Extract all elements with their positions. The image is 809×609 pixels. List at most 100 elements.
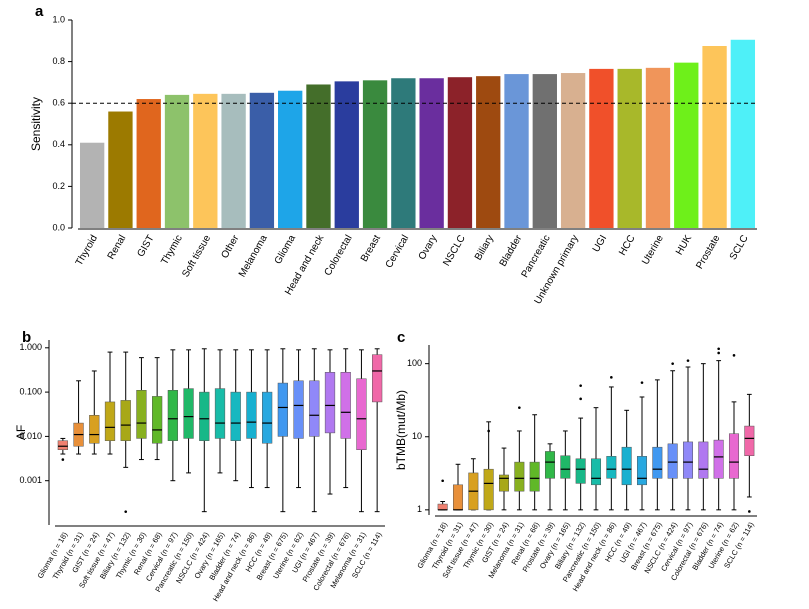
box (246, 391, 257, 439)
outlier (579, 397, 582, 401)
panel-label: a (35, 3, 44, 20)
box (309, 380, 320, 437)
bar (362, 80, 388, 228)
box (728, 433, 740, 479)
box (277, 382, 288, 437)
bar (221, 93, 246, 228)
outlier (732, 354, 736, 357)
box (698, 441, 709, 479)
x-tick-label: HCC (617, 233, 637, 257)
box (713, 439, 724, 479)
bar (249, 92, 275, 228)
box (452, 484, 464, 511)
x-tick-label: Melanoma (237, 233, 270, 279)
y-tick-label: 0.6 (52, 98, 65, 108)
box (324, 372, 336, 434)
x-tick-label: UGI (591, 233, 609, 254)
outlier (518, 406, 521, 409)
y-tick-label: 0.001 (19, 475, 42, 485)
panel-label: c (397, 329, 405, 346)
box (262, 391, 273, 444)
outlier (61, 458, 65, 461)
y-tick-label: 1.000 (19, 342, 42, 352)
box (514, 461, 525, 492)
y-tick-label: 0.010 (19, 431, 42, 441)
box (293, 380, 304, 439)
box (356, 378, 367, 450)
box (744, 425, 755, 456)
y-axis-title: AF (14, 425, 28, 440)
y-tick-label: 100 (407, 358, 422, 368)
box (152, 396, 163, 444)
box (167, 390, 178, 441)
y-axis-title: Sensitivity (29, 97, 43, 151)
bar (278, 90, 303, 228)
box (483, 468, 494, 511)
x-tick-label: Ovary (417, 233, 440, 262)
bar (617, 68, 642, 228)
box (437, 503, 448, 511)
bar (674, 62, 699, 228)
bar (645, 67, 671, 228)
bar (589, 68, 614, 228)
bar (702, 46, 727, 228)
box (560, 455, 571, 479)
bar (306, 84, 331, 228)
bar (532, 74, 557, 228)
y-tick-label: 0.4 (52, 139, 65, 149)
x-tick-label: Breast (359, 233, 383, 264)
x-tick-label: Prostate (694, 233, 722, 271)
box (652, 446, 663, 479)
bar (334, 81, 359, 228)
x-tick-label: Thyroid (74, 233, 100, 267)
y-tick-label: 0.2 (52, 181, 65, 191)
box (183, 388, 194, 439)
x-tick-label: SCLC (728, 233, 751, 262)
x-tick-label: Soft tissue (180, 233, 213, 279)
box (372, 354, 383, 403)
bar (108, 111, 133, 228)
x-tick-label: Bladder (498, 233, 525, 269)
x-tick-label: HUK (674, 233, 694, 257)
box (136, 390, 147, 439)
bar (476, 76, 501, 228)
box (621, 446, 632, 486)
outlier (717, 351, 720, 355)
box (89, 415, 100, 444)
outlier (748, 510, 751, 513)
x-tick-label: Glioma (273, 233, 299, 266)
y-tick-label: 0.8 (52, 56, 65, 66)
box (544, 451, 556, 479)
y-tick-label: 1 (417, 504, 422, 514)
bar (391, 78, 416, 229)
x-tick-label: Renal (106, 233, 129, 261)
x-tick-label: Cervical (384, 233, 412, 270)
bar (447, 77, 473, 228)
x-tick-label: Colorectal (323, 233, 355, 277)
box (214, 388, 226, 439)
bar (419, 78, 444, 229)
bar (164, 94, 190, 228)
x-tick-label: NSCLC (441, 233, 467, 268)
outlier (124, 510, 128, 513)
y-tick-label: 10 (412, 431, 422, 441)
box (104, 401, 116, 441)
panel-label: b (22, 329, 31, 346)
outlier (441, 479, 444, 483)
box (498, 474, 510, 492)
bar (560, 73, 586, 228)
box (529, 461, 540, 492)
y-tick-label: 1.0 (52, 14, 65, 24)
box (667, 443, 678, 479)
box (606, 456, 617, 479)
x-tick-label: Biliary (473, 233, 496, 262)
x-tick-label: Thymic (159, 233, 185, 266)
box (199, 391, 210, 441)
outlier (610, 376, 613, 379)
box (590, 458, 602, 486)
y-axis-title: bTMB(mut/Mb) (394, 390, 408, 470)
box (636, 456, 648, 486)
box (57, 440, 68, 450)
outlier (717, 347, 720, 351)
